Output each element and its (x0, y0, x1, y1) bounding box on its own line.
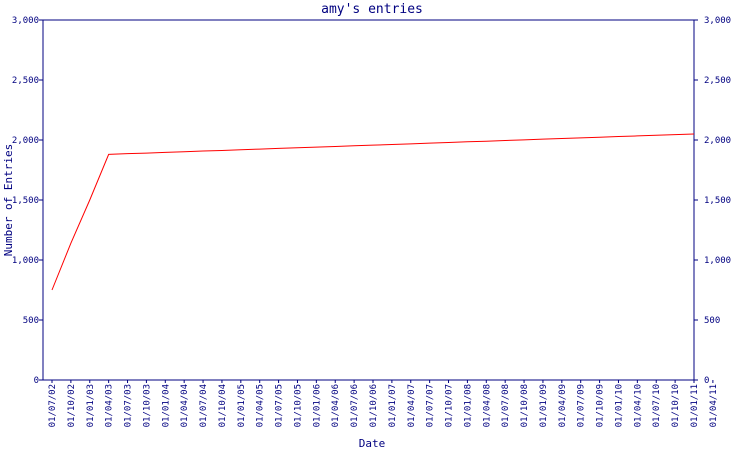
x-tick-label: 01/10/08 (520, 384, 530, 427)
y-tick-label: 500 (23, 316, 39, 326)
x-tick-label: 01/07/09 (577, 384, 587, 427)
y-tick-label: 2,500 (12, 76, 39, 86)
x-tick-label: 01/10/04 (218, 384, 228, 427)
x-tick-label: 01/04/04 (180, 384, 190, 427)
x-axis-title: Date (359, 437, 386, 450)
y2-tick-label: 2,500 (704, 76, 731, 86)
data-line (51, 133, 695, 291)
y-tick-label: 2,000 (12, 136, 39, 146)
x-tick-label: 01/01/03 (86, 384, 96, 427)
x-tick-label: 01/07/08 (501, 384, 511, 427)
x-tick-label: 01/01/11 (690, 384, 700, 427)
x-tick-label: 01/10/03 (142, 384, 152, 427)
y2-tick-label: 0 (704, 376, 709, 386)
y2-tick-label: 500 (704, 316, 720, 326)
x-tick-label: 01/04/11 (709, 384, 719, 427)
x-tick-label: 01/10/05 (293, 384, 303, 427)
x-tick-label: 01/01/09 (539, 384, 549, 427)
x-tick-label: 01/01/07 (388, 384, 398, 427)
x-tick-label: 01/04/06 (331, 384, 341, 427)
x-tick-label: 01/07/10 (652, 384, 662, 427)
y2-tick-label: 1,500 (704, 196, 731, 206)
x-tick-label: 01/07/04 (199, 384, 209, 427)
x-tick-label: 01/01/05 (237, 384, 247, 427)
x-tick-label: 01/07/05 (275, 384, 285, 427)
x-tick-label: 01/04/05 (256, 384, 266, 427)
y-tick-label: 0 (34, 376, 39, 386)
y-tick-label: 1,000 (12, 256, 39, 266)
x-tick-label: 01/07/03 (124, 384, 134, 427)
y-tick-label: 1,500 (12, 196, 39, 206)
x-tick-label: 01/07/06 (350, 384, 360, 427)
x-tick-label: 01/01/06 (312, 384, 322, 427)
x-tick-label: 01/01/10 (614, 384, 624, 427)
y2-tick-label: 1,000 (704, 256, 731, 266)
y2-tick-label: 3,000 (704, 16, 731, 26)
x-tick-label: 01/10/06 (369, 384, 379, 427)
x-tick-label: 01/04/03 (105, 384, 115, 427)
y-axis-title: Number of Entries (2, 144, 15, 257)
x-tick-label: 01/10/10 (671, 384, 681, 427)
x-tick-label: 01/04/09 (558, 384, 568, 427)
y2-tick-label: 2,000 (704, 136, 731, 146)
x-tick-label: 01/10/02 (67, 384, 77, 427)
x-tick-label: 01/01/08 (463, 384, 473, 427)
x-tick-label: 01/10/07 (445, 384, 455, 427)
x-tick-label: 01/10/09 (596, 384, 606, 427)
y-tick-label: 3,000 (12, 16, 39, 26)
x-tick-label: 01/04/10 (633, 384, 643, 427)
x-tick-label: 01/07/02 (48, 384, 58, 427)
x-tick-label: 01/07/07 (426, 384, 436, 427)
plot-frame (42, 19, 695, 381)
x-tick-label: 01/04/08 (482, 384, 492, 427)
x-tick-label: 01/04/07 (407, 384, 417, 427)
chart-title: amy's entries (321, 2, 423, 17)
x-tick-label: 01/01/04 (161, 384, 171, 427)
